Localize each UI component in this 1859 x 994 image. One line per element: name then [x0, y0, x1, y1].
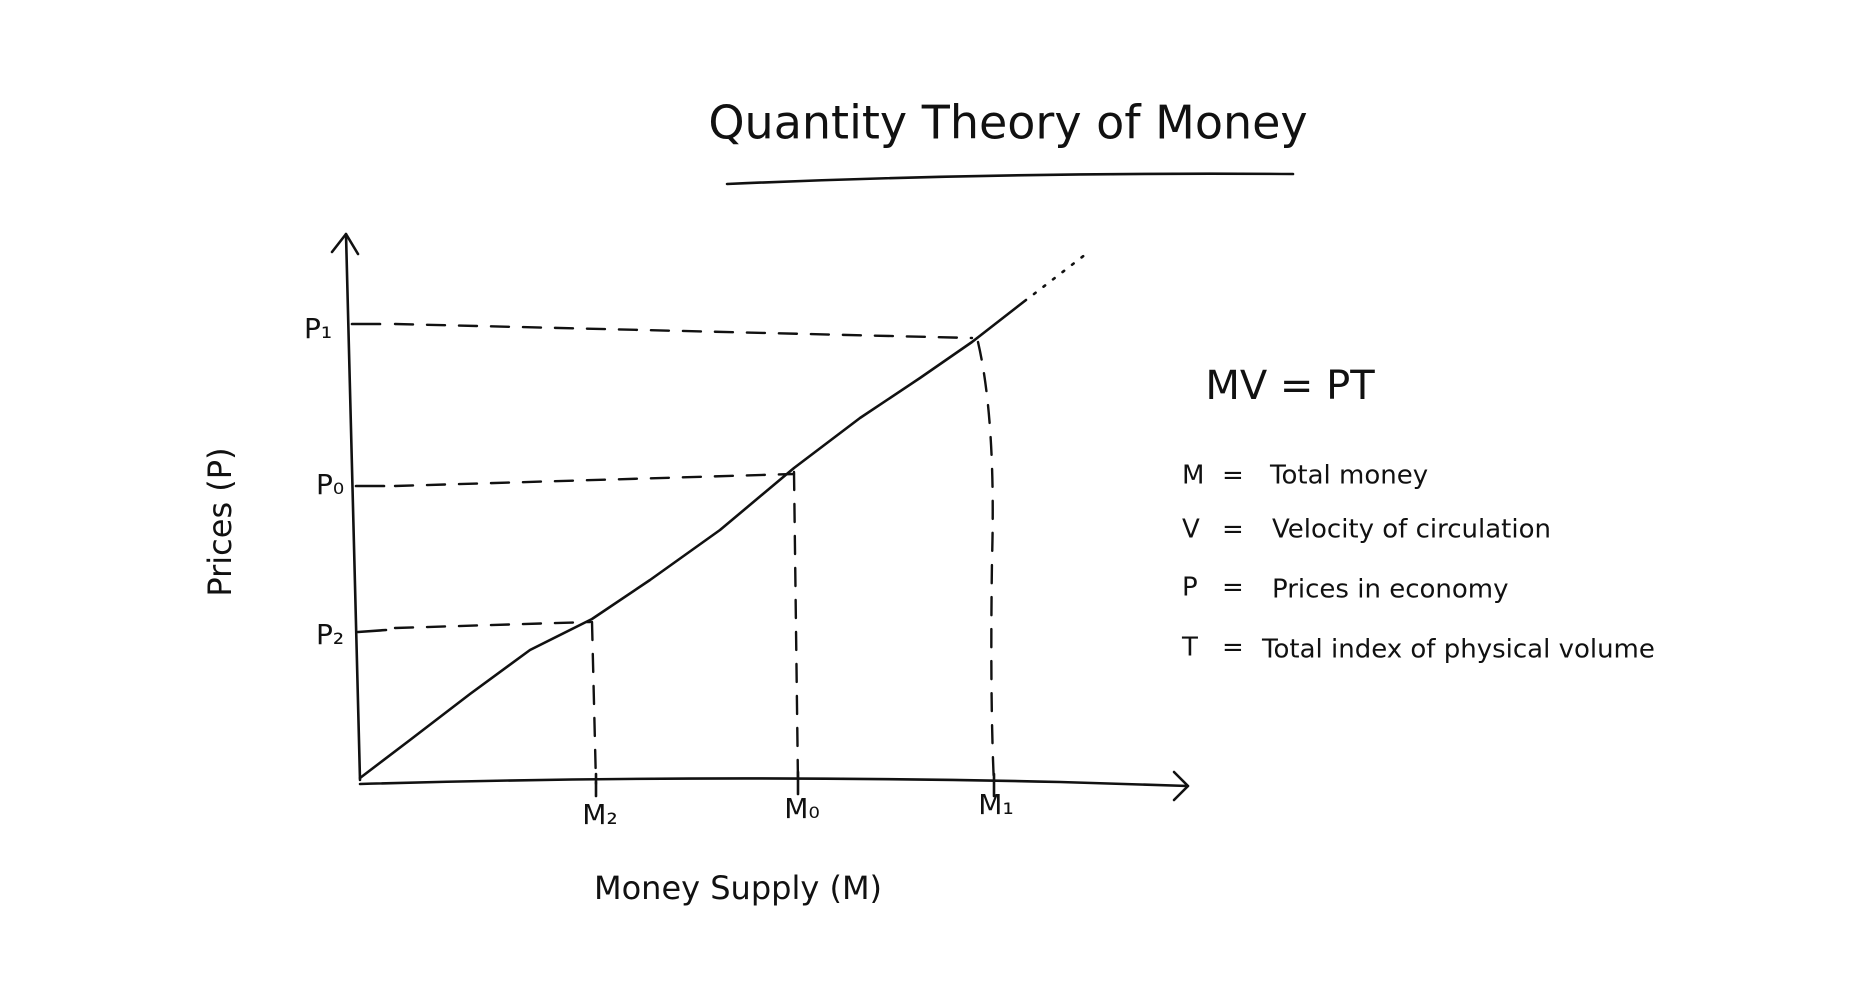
guide-line	[792, 470, 800, 786]
title-underline	[725, 172, 1295, 186]
guide-line	[393, 322, 974, 340]
y-tick-label: P₁	[304, 312, 332, 345]
y-tick	[356, 628, 388, 634]
y-tick-label: P₀	[316, 468, 344, 501]
guide-line	[590, 620, 598, 786]
x-axis-label: Money Supply (M)	[594, 869, 882, 907]
def-symbol: M	[1182, 461, 1204, 491]
y-arrow	[330, 232, 360, 256]
def-symbol: T	[1181, 633, 1198, 663]
def-symbol: V	[1182, 515, 1200, 545]
equation: MV = PT	[1205, 363, 1375, 409]
guide-line	[393, 620, 592, 630]
def-text: Total index of physical volume	[1261, 635, 1655, 665]
y-axis-label: Prices (P)	[201, 447, 239, 596]
curve-continuation	[1032, 252, 1088, 296]
price-curve	[358, 298, 1028, 780]
def-sign: =	[1222, 461, 1244, 491]
y-axis	[344, 232, 362, 782]
guide-line	[976, 340, 996, 786]
def-symbol: P	[1182, 573, 1198, 603]
y-tick-label: P₂	[316, 618, 344, 651]
def-text: Prices in economy	[1272, 575, 1509, 605]
x-arrow	[1172, 770, 1190, 802]
x-tick-label: M₁	[978, 788, 1013, 821]
def-sign: =	[1222, 633, 1244, 663]
def-sign: =	[1222, 515, 1244, 545]
guide-line	[393, 472, 796, 488]
def-text: Velocity of circulation	[1272, 515, 1551, 545]
title: Quantity Theory of Money	[708, 96, 1307, 150]
def-sign: =	[1222, 573, 1244, 603]
x-tick-label: M₂	[582, 798, 617, 831]
x-tick-label: M₀	[784, 792, 819, 825]
definitions: M = Total money V = Velocity of circulat…	[1181, 461, 1655, 665]
def-text: Total money	[1269, 461, 1428, 491]
x-axis	[358, 777, 1190, 788]
